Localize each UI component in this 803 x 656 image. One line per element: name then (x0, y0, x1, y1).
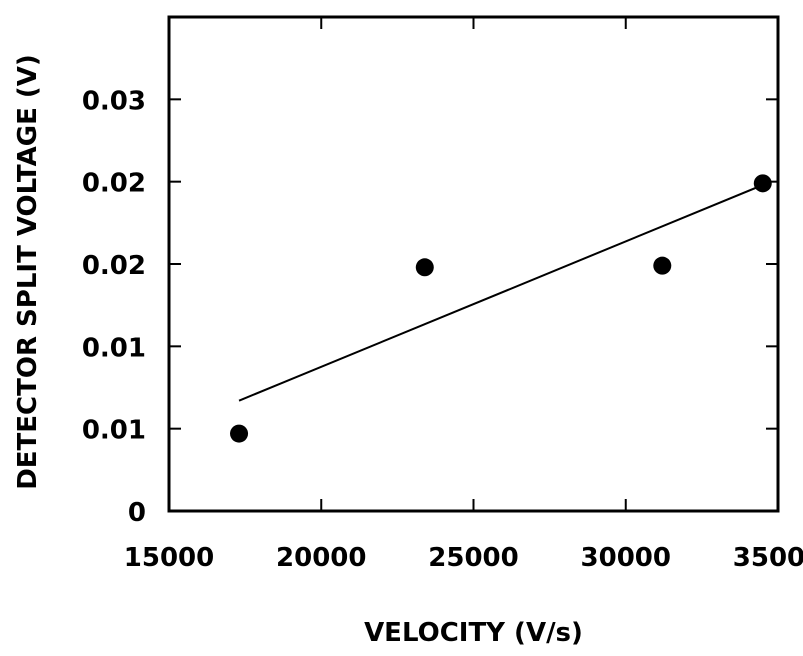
x-axis-title: VELOCITY (V/s) (364, 618, 583, 648)
data-points (230, 174, 772, 443)
x-tick-label: 30000 (581, 543, 671, 573)
data-point (415, 258, 434, 277)
y-tick-labels: 0 0.01 0.01 0.02 0.02 0.03 (82, 86, 146, 528)
x-tick-label: 20000 (276, 543, 366, 573)
y-tick-label: 0.01 (82, 416, 146, 446)
plot-frame (167, 15, 780, 513)
ticks-layer (168, 17, 779, 512)
y-tick-label: 0.02 (82, 169, 146, 199)
data-point (753, 174, 772, 193)
data-point (230, 424, 249, 443)
y-tick-label: 0.01 (82, 333, 146, 363)
trend-line (238, 184, 764, 402)
x-tick-label: 25000 (428, 543, 518, 573)
y-tick-label: 0.03 (82, 86, 146, 116)
x-tick-label: 15000 (124, 543, 214, 573)
data-point (653, 256, 672, 275)
y-axis-title: DETECTOR SPLIT VOLTAGE (V) (13, 54, 43, 490)
y-tick-label: 0.02 (82, 251, 146, 281)
y-tick-label: 0 (128, 498, 146, 528)
